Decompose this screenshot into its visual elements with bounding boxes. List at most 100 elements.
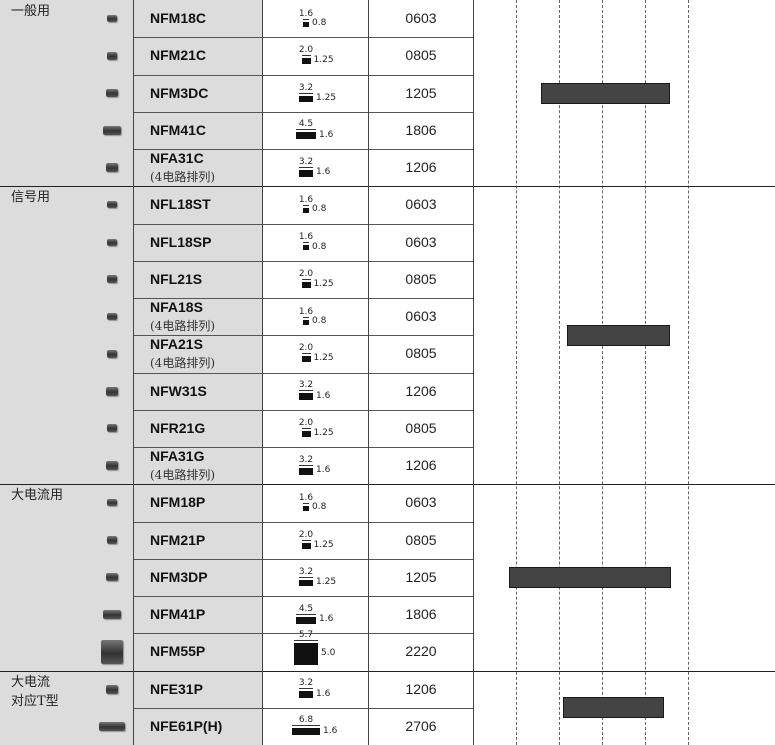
row-divider <box>133 447 474 448</box>
part-cell: NFW31S <box>133 372 262 410</box>
size-cell: 1206 <box>368 373 474 410</box>
part-number: NFE31P <box>150 680 203 697</box>
chip-outline <box>299 169 313 177</box>
dimension-arrow <box>303 18 309 20</box>
row-divider <box>133 633 474 634</box>
size-cell: 1205 <box>368 75 474 112</box>
size-code: 1806 <box>405 121 437 138</box>
dimension-arrow <box>303 502 309 504</box>
part-cell: NFA18S (4电路排列) <box>133 298 262 336</box>
dimension-length: 1.6 <box>298 232 314 242</box>
dimension-length: 3.2 <box>298 380 314 390</box>
size-code: 0603 <box>405 10 437 26</box>
chip-outline <box>294 643 318 666</box>
part-cell: NFM41P <box>133 596 262 634</box>
size-cell: 0805 <box>368 261 474 298</box>
range-bar <box>567 325 670 346</box>
row-divider <box>133 261 474 262</box>
row-divider <box>133 373 474 374</box>
dimension-arrow <box>292 725 320 727</box>
size-cell: 0603 <box>368 484 474 521</box>
dimension-height: 1.6 <box>316 465 331 475</box>
part-number: NFE61P(H) <box>150 717 223 734</box>
size-code: 0805 <box>405 270 437 287</box>
part-cell: NFE61P(H) <box>133 707 262 745</box>
size-code: 0805 <box>405 47 437 64</box>
row-divider <box>133 522 474 523</box>
part-note: (4电路排列) <box>150 356 215 371</box>
part-number: NFR21G <box>150 419 206 436</box>
dimension-length: 4.5 <box>298 119 314 130</box>
chip-outline <box>301 356 311 363</box>
size-cell: 0603 <box>368 186 474 223</box>
size-cell: 0805 <box>368 410 474 447</box>
range-bar <box>541 83 670 104</box>
dimension-height: 0.8 <box>312 316 327 326</box>
dimension-cell: 3.2 1.25 <box>262 559 368 596</box>
dimension-length: 1.6 <box>298 306 314 317</box>
component-photo-icon <box>107 536 117 545</box>
dimension-arrow <box>299 390 313 391</box>
part-number: NFL18SP <box>150 233 212 250</box>
part-number: NFM55P <box>150 643 206 660</box>
dimension-arrow <box>301 539 311 541</box>
component-photo-icon <box>101 639 123 664</box>
chip-outline <box>296 616 316 624</box>
dimension-height: 1.6 <box>319 614 334 624</box>
size-cell: 1806 <box>368 596 474 633</box>
chip-outline <box>303 21 309 27</box>
component-photo-icon <box>105 573 119 582</box>
dimension-height: 0.8 <box>312 241 327 252</box>
part-number: NFM18C <box>150 10 207 26</box>
dimension-length: 2.0 <box>298 343 314 354</box>
size-code: 1206 <box>405 457 437 473</box>
dimension-height: 1.6 <box>316 390 331 401</box>
size-cell: 0805 <box>368 335 474 372</box>
part-cell: NFM21P <box>133 521 262 559</box>
chip-outline <box>301 281 311 288</box>
dimension-height: 1.25 <box>313 278 334 289</box>
row-divider <box>133 596 474 597</box>
dimension-height: 1.25 <box>313 427 334 438</box>
part-number: NFA31G <box>150 448 205 464</box>
part-cell: NFE31P <box>133 670 262 708</box>
dimension-length: 2.0 <box>298 529 314 540</box>
size-cell: 2706 <box>368 708 474 745</box>
dimension-length: 2.0 <box>298 417 314 428</box>
part-cell: NFL21S <box>133 260 262 298</box>
chart-gridline <box>516 0 517 745</box>
size-cell: 0603 <box>368 298 474 335</box>
chart-gridline <box>602 0 603 745</box>
component-photo-icon <box>107 313 117 321</box>
component-photo-icon <box>103 610 121 620</box>
dimension-arrow <box>296 129 316 131</box>
chip-outline <box>301 430 311 437</box>
dimension-height: 1.25 <box>313 539 334 550</box>
part-cell: NFR21G <box>133 409 262 447</box>
dimension-arrow <box>301 427 311 429</box>
dimension-cell: 1.6 0.8 <box>262 484 368 521</box>
component-photo-icon <box>107 238 117 246</box>
size-cell: 1205 <box>368 559 474 596</box>
size-cell: 1206 <box>368 149 474 186</box>
range-bar <box>563 697 664 718</box>
part-number: NFM3DP <box>150 568 208 585</box>
part-number: NFM41C <box>150 121 207 138</box>
component-photo-icon <box>107 15 117 23</box>
size-cell: 0603 <box>368 0 474 37</box>
part-cell: NFA31G (4电路排列) <box>133 447 262 485</box>
dimension-cell: 3.2 1.6 <box>262 447 368 484</box>
chip-outline <box>299 467 313 475</box>
size-cell: 1206 <box>368 671 474 708</box>
dimension-height: 0.8 <box>312 18 327 28</box>
dimension-height: 1.25 <box>316 576 337 587</box>
row-divider <box>133 335 474 336</box>
dimension-cell: 3.2 1.6 <box>262 373 368 410</box>
dimension-cell: 2.0 1.25 <box>262 522 368 559</box>
dimension-height: 1.6 <box>316 167 331 177</box>
dimension-cell: 2.0 1.25 <box>262 335 368 372</box>
dimension-height: 1.6 <box>323 725 338 736</box>
component-photo-icon <box>107 349 117 358</box>
part-cell: NFM21C <box>133 37 262 75</box>
chip-outline <box>299 393 313 400</box>
